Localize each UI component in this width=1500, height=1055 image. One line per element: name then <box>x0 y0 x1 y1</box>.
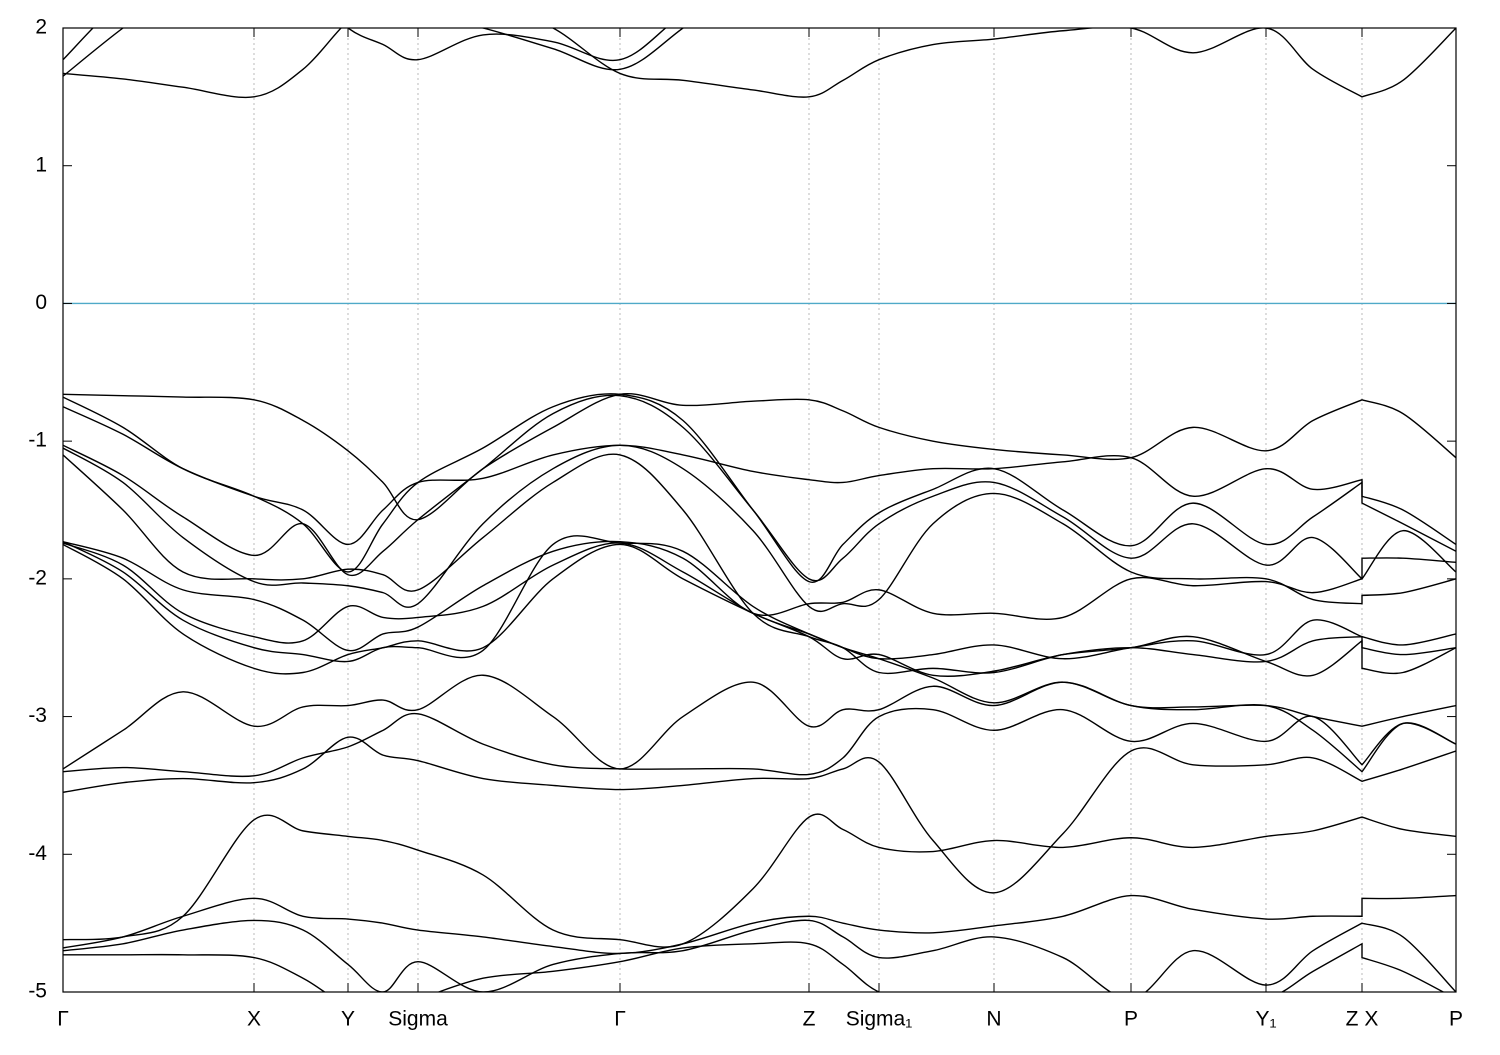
axes: 2 1 0 -1 -2 -3 -4 -5 Γ X Y Sigma Γ Z Sigma₁ N P Y₁ Z X P <box>28 16 1463 1031</box>
band-line <box>63 941 1445 992</box>
y-tick-label: -2 <box>28 566 47 589</box>
x-tick-label: Y₁ <box>1255 1008 1276 1031</box>
x-tick-label: X <box>247 1008 261 1031</box>
x-tick-label: Γ <box>614 1008 626 1031</box>
y-tick-label: -3 <box>28 704 47 727</box>
x-tick-label: P <box>1124 1008 1138 1031</box>
x-tick-label: Z X <box>1346 1008 1379 1031</box>
y-tick-label: 1 <box>35 153 47 176</box>
band-line <box>63 406 1456 546</box>
band-line <box>63 444 1456 612</box>
y-tick-label: -4 <box>28 842 47 865</box>
band-line <box>63 894 1456 955</box>
band-line <box>63 813 1456 948</box>
band-line <box>63 393 1456 583</box>
band-line <box>63 394 1456 582</box>
plot-frame <box>62 27 1457 993</box>
y-tick-label: 0 <box>35 291 47 314</box>
y-tick-label: -1 <box>28 429 47 452</box>
band-line <box>63 540 1456 652</box>
x-tick-label: Z <box>803 1008 816 1031</box>
y-tick-label: -5 <box>28 980 47 1003</box>
x-tick-label: Y <box>341 1008 355 1031</box>
band-line <box>63 674 1456 773</box>
x-tick-label: Sigma₁ <box>846 1008 913 1031</box>
x-tick-label: N <box>986 1008 1001 1031</box>
x-tick-label: Sigma <box>388 1008 448 1031</box>
x-tick-label: Γ <box>57 1008 69 1031</box>
band-line <box>63 736 1456 894</box>
band-line <box>63 392 1456 521</box>
bands <box>63 28 1456 992</box>
band-line <box>63 543 1456 677</box>
y-tick-label: 2 <box>35 16 47 39</box>
band-line <box>63 919 1456 992</box>
band-line <box>63 707 1456 778</box>
x-tick-label: P <box>1449 1008 1463 1031</box>
